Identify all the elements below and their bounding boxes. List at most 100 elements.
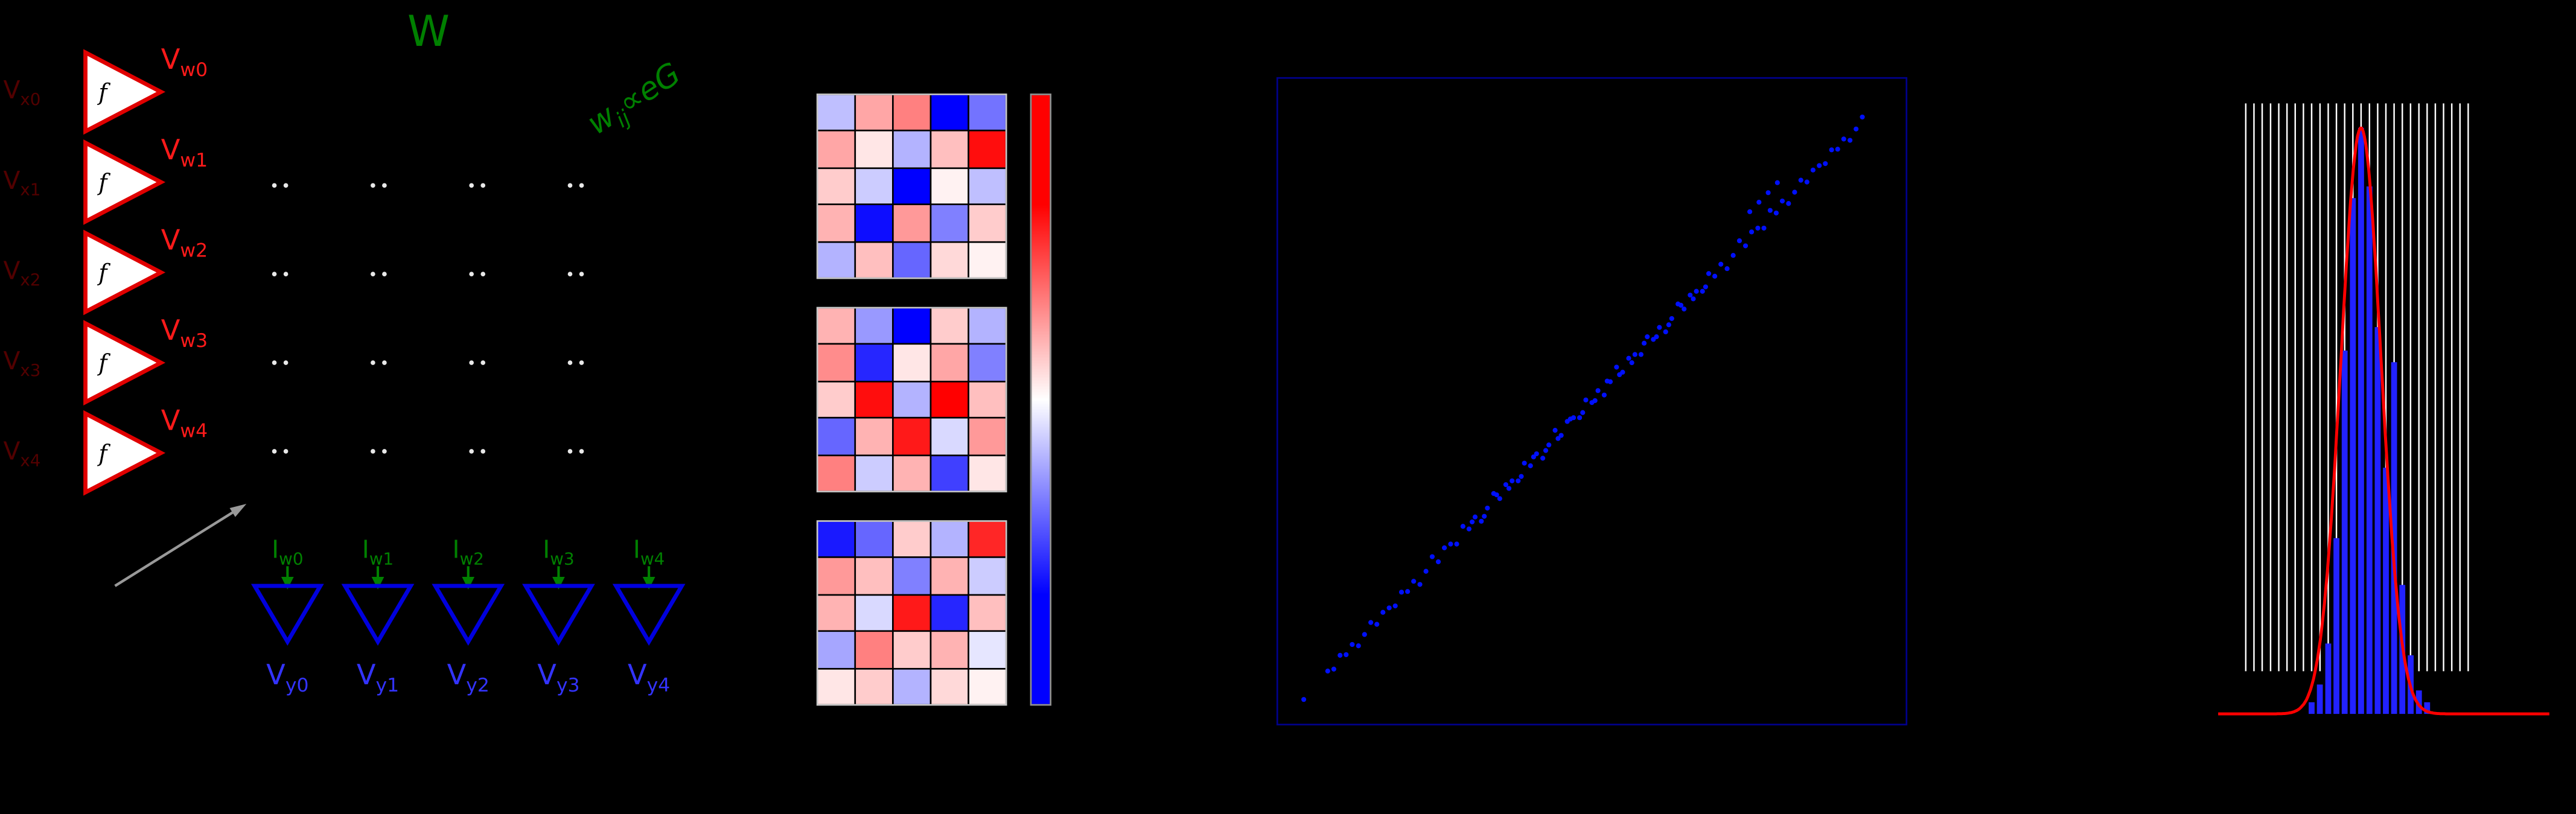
heatmap-cell <box>969 632 1006 667</box>
circuit-schematic: f f f f f <box>83 49 686 646</box>
junction-dot <box>382 183 387 188</box>
column-current-label: Iw4 <box>633 535 665 570</box>
histogram-panel <box>2211 77 2557 717</box>
scatter-point <box>1374 622 1380 627</box>
scatter-point <box>1854 126 1859 132</box>
scatter-point <box>1835 147 1840 152</box>
scatter-point <box>1435 559 1441 565</box>
junction-dot <box>579 449 584 454</box>
scatter-point <box>1669 316 1674 321</box>
scatter-point <box>1742 243 1749 249</box>
heatmap-cell <box>931 242 968 278</box>
heatmap-cell <box>893 95 930 130</box>
output-amp-triangle <box>522 583 595 646</box>
scatter-point <box>1706 271 1712 276</box>
heatmap-cell <box>969 132 1006 167</box>
scatter-point <box>1442 545 1447 550</box>
heatmap-cell <box>893 168 930 204</box>
scatter-point <box>1730 253 1736 258</box>
heatmap-cell <box>856 95 892 130</box>
output-voltage-label: Vy4 <box>627 660 671 697</box>
histogram-bar <box>2316 684 2323 714</box>
scatter-point <box>1810 167 1816 173</box>
scatter-point <box>1543 448 1549 453</box>
junction-dot <box>469 449 474 454</box>
scatter-point <box>1417 582 1423 587</box>
scatter-point <box>1325 669 1330 674</box>
input-amp-triangle <box>83 49 166 135</box>
heatmap-colorbar <box>1030 94 1052 706</box>
scatter-point <box>1301 697 1307 702</box>
junction-dot <box>469 272 474 277</box>
heatmap-cell <box>818 345 855 381</box>
heatmap-cell <box>818 168 855 204</box>
junction-dot <box>382 360 387 365</box>
heatmap-cell <box>893 205 930 241</box>
heatmap-cell <box>969 242 1006 278</box>
scatter-point <box>1534 451 1539 457</box>
heatmap-cell <box>893 382 930 418</box>
current-arrows <box>281 566 655 590</box>
scatter-point <box>1786 201 1791 206</box>
histogram-bar <box>2383 468 2389 714</box>
heatmap-cell <box>931 595 968 631</box>
scatter-point <box>1470 519 1475 524</box>
heatmap-cell <box>893 345 930 381</box>
histogram-bar <box>2374 327 2381 714</box>
heatmap-cell <box>856 308 892 344</box>
row-voltage-label: Vw0 <box>161 44 208 81</box>
scatter-point <box>1614 364 1619 370</box>
heatmap-cell <box>931 419 968 454</box>
scatter-point <box>1531 454 1536 460</box>
heatmap-cell <box>856 205 892 241</box>
junction-dot <box>272 449 277 454</box>
scatter-point <box>1700 288 1705 294</box>
heatmap-cell <box>893 521 930 558</box>
junction-dot <box>382 449 387 454</box>
scatter-point <box>1506 486 1512 491</box>
junction-dot <box>283 183 289 188</box>
heatmap-cell <box>893 558 930 594</box>
input-amp-triangle <box>83 229 166 316</box>
heatmap-cell <box>856 132 892 167</box>
scatter-point <box>1368 620 1374 625</box>
histogram-bar <box>2391 362 2397 714</box>
scatter-point <box>1703 284 1708 290</box>
scatter-point <box>1528 463 1533 468</box>
input-amp-triangle <box>83 139 166 225</box>
heatmap-cell <box>931 308 968 344</box>
scatter-point <box>1398 590 1404 595</box>
scatter-point <box>1331 666 1336 672</box>
input-amp-triangle <box>83 320 166 405</box>
scatter-point <box>1344 652 1349 658</box>
heatmap-cell <box>931 168 968 204</box>
row-voltage-label: Vw1 <box>161 135 208 171</box>
scatter-point <box>1479 518 1484 524</box>
scatter-point <box>1405 589 1411 594</box>
heatmap-cell <box>969 308 1006 344</box>
output-voltage-label: Vy2 <box>447 660 489 697</box>
scatter-point <box>1429 554 1435 559</box>
scatter-point <box>1386 605 1392 611</box>
heatmap-cell <box>818 132 855 167</box>
scatter-point <box>1691 296 1696 302</box>
scatter-point <box>1817 163 1822 168</box>
heatmap-cell <box>856 419 892 454</box>
column-current-label: Iw3 <box>543 535 575 570</box>
scatter-point <box>1829 147 1834 153</box>
scatter-point <box>1773 210 1779 216</box>
scatter-point <box>1583 397 1589 402</box>
input-amp-triangle <box>83 410 166 496</box>
heatmap-cell <box>969 595 1006 631</box>
scatter-point <box>1485 505 1490 511</box>
histogram-bar <box>2415 690 2422 714</box>
heatmap-cell <box>856 632 892 667</box>
scatter-point <box>1749 229 1755 235</box>
scatter-point <box>1774 180 1780 185</box>
scatter-point <box>1761 225 1767 231</box>
scatter-point <box>1823 161 1828 167</box>
heatmap-cell <box>893 419 930 454</box>
scatter-point <box>1678 302 1684 308</box>
heatmap-cell <box>931 345 968 381</box>
junction-dot <box>567 272 573 277</box>
